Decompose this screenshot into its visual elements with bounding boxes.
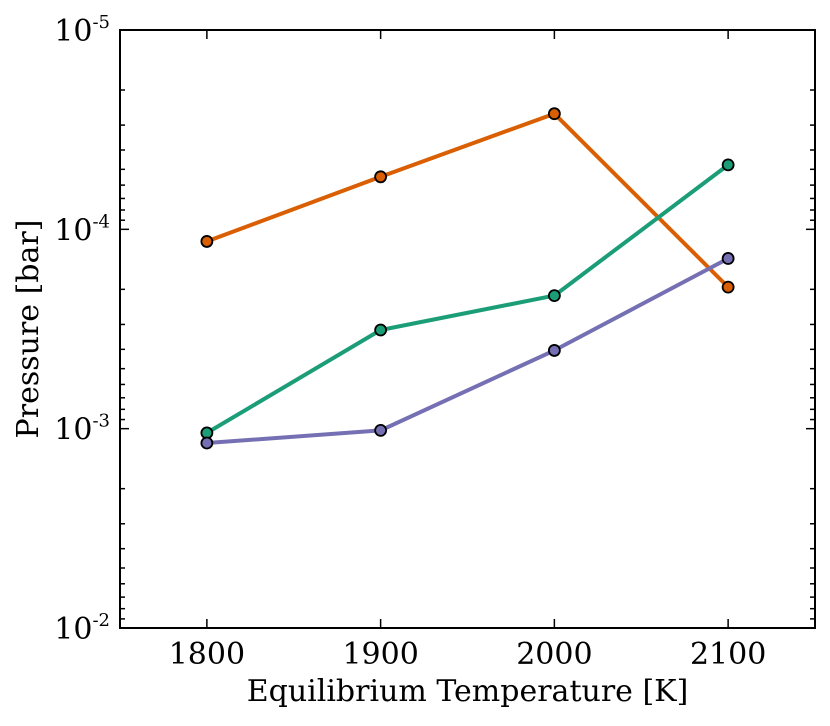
marks-layer — [200, 107, 735, 450]
x-axis-label: Equilibrium Temperature [K] — [247, 674, 689, 709]
data-point-green — [721, 158, 735, 172]
y-tick-label: 10-3 — [54, 411, 110, 448]
y-tick-label-exponent: -3 — [92, 411, 110, 432]
y-tick-label-exponent: -5 — [92, 12, 110, 33]
series-line-purple — [204, 256, 731, 445]
series-line-green — [204, 162, 731, 435]
data-point-orange — [721, 280, 735, 294]
data-point-orange — [200, 235, 214, 248]
y-tick-label: 10-2 — [54, 610, 110, 647]
data-point-orange — [374, 170, 388, 184]
x-tick-label: 2000 — [516, 637, 592, 672]
data-point-purple — [721, 252, 735, 265]
x-tick-label: 1900 — [342, 637, 418, 672]
y-tick-label: 10-5 — [54, 12, 110, 49]
y-tick-label-base: 10 — [54, 14, 92, 49]
y-tick-label-base: 10 — [54, 612, 92, 647]
plot-frame — [119, 29, 816, 629]
y-axis-label: Pressure [bar] — [11, 220, 46, 439]
data-point-purple — [547, 344, 561, 357]
data-point-purple — [200, 436, 214, 450]
y-tick-label-base: 10 — [54, 413, 92, 448]
series-line-orange — [204, 111, 731, 290]
y-tick-label-exponent: -4 — [92, 211, 110, 232]
y-tick-label: 10-4 — [54, 211, 110, 248]
y-tick-label-exponent: -2 — [92, 610, 110, 631]
data-point-orange — [547, 107, 561, 121]
y-tick-label-base: 10 — [54, 213, 92, 248]
data-point-green — [547, 289, 561, 302]
data-point-purple — [374, 423, 388, 437]
x-tick-label: 2100 — [690, 637, 766, 672]
x-tick-label: 1800 — [169, 637, 245, 672]
data-point-green — [374, 323, 388, 337]
